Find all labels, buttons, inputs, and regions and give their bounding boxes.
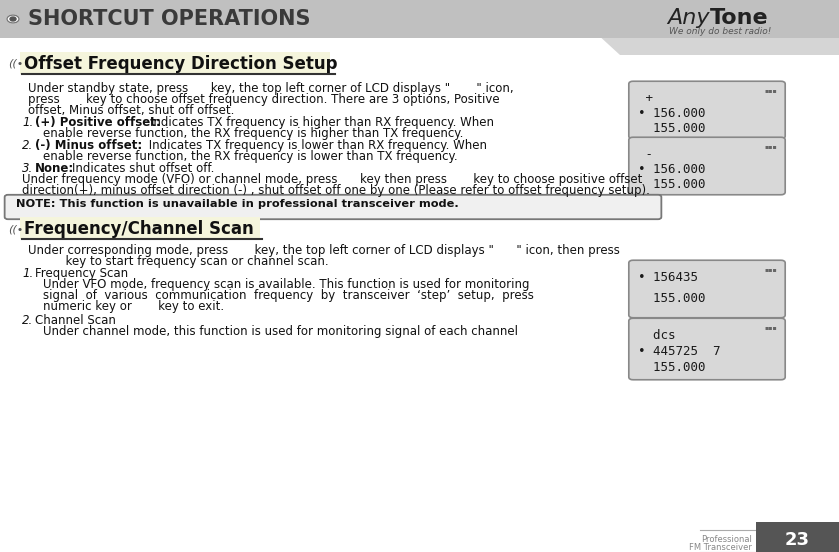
Text: None:: None: [35,162,74,175]
Text: -: - [638,148,653,161]
Text: Tone: Tone [710,8,769,28]
Text: Channel Scan: Channel Scan [35,314,116,327]
Text: • 156.000: • 156.000 [638,163,706,176]
Text: • 156435: • 156435 [638,271,698,284]
Text: enable reverse function, the RX frequency is higher than TX frequency.: enable reverse function, the RX frequenc… [43,127,463,140]
Text: Any: Any [668,8,710,28]
Text: Frequency/Channel Scan: Frequency/Channel Scan [24,220,253,238]
Text: 155.000: 155.000 [638,361,706,374]
Text: 23: 23 [784,531,810,549]
FancyBboxPatch shape [5,195,661,219]
Text: signal  of  various  communication  frequency  by  transceiver  ‘step’  setup,  : signal of various communication frequenc… [43,289,534,302]
Text: Offset Frequency Direction Setup: Offset Frequency Direction Setup [24,55,337,73]
Text: 3.: 3. [22,162,34,175]
Text: (-) Minus offset:: (-) Minus offset: [35,139,143,152]
Text: Frequency Scan: Frequency Scan [35,267,128,280]
Text: ▪▪▪: ▪▪▪ [764,144,777,149]
Text: SHORTCUT OPERATIONS: SHORTCUT OPERATIONS [28,9,310,29]
Text: NOTE: This function is unavailable in professional transceiver mode.: NOTE: This function is unavailable in pr… [16,199,459,209]
Text: Under standby state, press      key, the top left corner of LCD displays "      : Under standby state, press key, the top … [28,82,513,95]
Text: ▪▪▪: ▪▪▪ [764,88,777,93]
Text: 155.000: 155.000 [638,178,706,190]
FancyBboxPatch shape [628,319,785,380]
FancyBboxPatch shape [628,260,785,318]
Polygon shape [560,0,839,55]
Circle shape [10,17,16,21]
Text: enable reverse function, the RX frequency is lower than TX frequency.: enable reverse function, the RX frequenc… [43,150,457,163]
Text: Professional: Professional [701,535,752,544]
Text: press       key to choose offset frequency direction. There are 3 options, Posit: press key to choose offset frequency dir… [28,93,500,106]
Text: Under VFO mode, frequency scan is available. This function is used for monitorin: Under VFO mode, frequency scan is availa… [43,278,529,291]
Text: dcs: dcs [638,329,675,342]
Text: We only do best radio!: We only do best radio! [669,28,771,36]
Text: Indicates TX frequency is higher than RX frequency. When: Indicates TX frequency is higher than RX… [150,116,494,129]
Text: 1.: 1. [22,267,34,280]
Text: numeric key or       key to exit.: numeric key or key to exit. [43,300,224,313]
Text: FM Transceiver: FM Transceiver [689,543,752,552]
Text: Under corresponding mode, press       key, the top left corner of LCD displays ": Under corresponding mode, press key, the… [28,244,620,257]
Text: Under channel mode, this function is used for monitoring signal of each channel: Under channel mode, this function is use… [43,325,518,338]
Text: • 445725  7: • 445725 7 [638,345,721,358]
Bar [20,217,260,239]
Text: Under frequency mode (VFO) or channel mode, press      key then press       key : Under frequency mode (VFO) or channel mo… [22,173,643,186]
Bar [756,522,839,552]
Text: 2.: 2. [22,314,34,327]
Text: ((•: ((• [8,224,23,234]
Text: offset, Minus offset, shut off offset.: offset, Minus offset, shut off offset. [28,104,234,117]
Bar [20,52,330,74]
Text: ((•: ((• [8,59,23,69]
Text: direction(+), minus offset direction (-) , shut offset off one by one (Please re: direction(+), minus offset direction (-)… [22,184,650,197]
Text: 155.000: 155.000 [638,121,706,135]
Text: 2.: 2. [22,139,34,152]
Text: ▪▪▪: ▪▪▪ [764,267,777,272]
FancyBboxPatch shape [628,137,785,195]
Text: key to start frequency scan or channel scan.: key to start frequency scan or channel s… [28,255,329,268]
Circle shape [7,15,19,23]
Text: Indicates TX frequency is lower than RX frequency. When: Indicates TX frequency is lower than RX … [145,139,487,152]
FancyBboxPatch shape [628,81,785,139]
Text: 1.: 1. [22,116,34,129]
Text: • 156.000: • 156.000 [638,107,706,120]
Text: 155.000: 155.000 [638,292,706,305]
Text: (+) Positive offset:: (+) Positive offset: [35,116,161,129]
Bar [0,0,839,38]
Text: Indicates shut offset off.: Indicates shut offset off. [72,162,215,175]
Text: ▪▪▪: ▪▪▪ [764,325,777,330]
Text: +: + [638,92,653,105]
